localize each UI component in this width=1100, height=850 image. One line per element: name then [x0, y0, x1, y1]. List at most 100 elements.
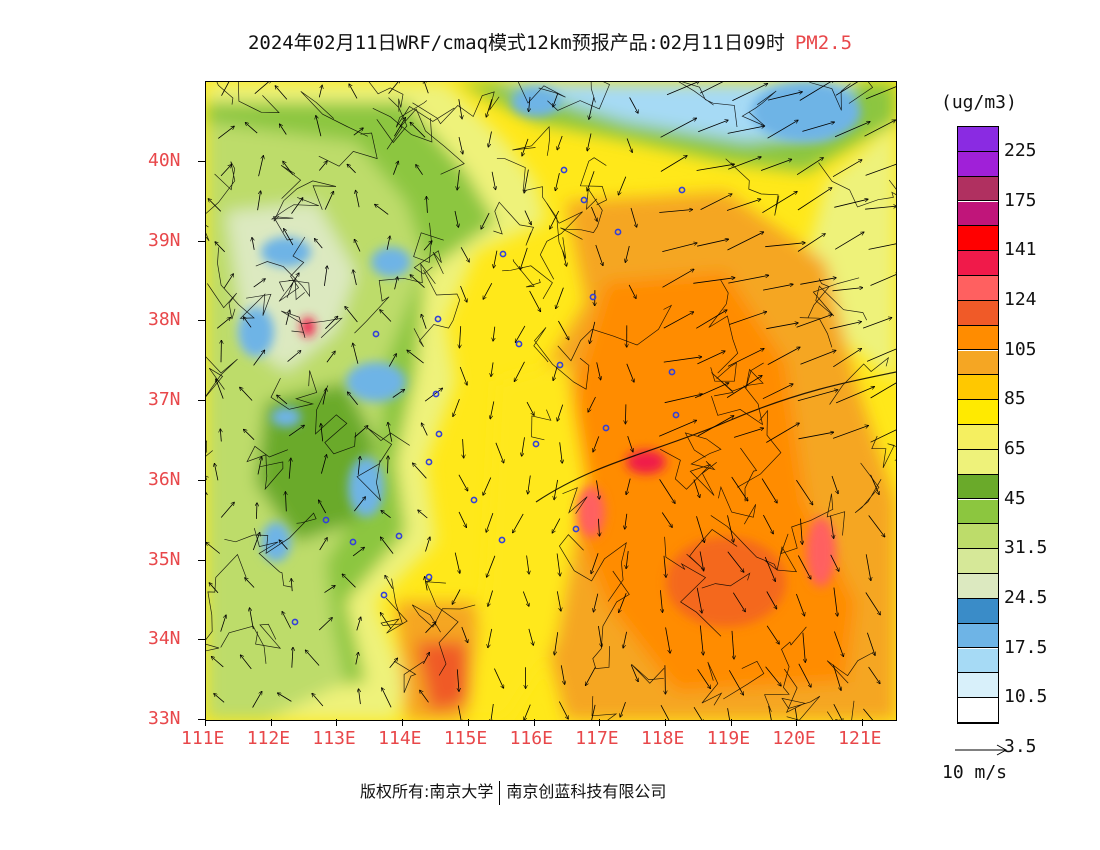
copyright-left: 版权所有:南京大学	[360, 782, 494, 801]
wind-arrow	[514, 361, 525, 382]
wind-arrow	[588, 396, 596, 412]
wind-arrow	[491, 171, 496, 190]
lat-tick-label: 37N	[148, 389, 181, 410]
colorbar-segment	[958, 176, 998, 202]
boundary-line	[591, 696, 618, 720]
wind-arrow	[454, 552, 460, 574]
wind-arrow	[326, 351, 335, 363]
boundary-line	[710, 515, 798, 573]
wind-arrow	[663, 555, 666, 578]
wind-arrow	[761, 478, 777, 503]
colorbar-segment	[958, 623, 998, 649]
wind-arrow	[240, 387, 253, 401]
wind-arrow	[254, 82, 271, 95]
wind-arrow	[491, 362, 494, 376]
wind-arrow	[832, 664, 841, 691]
colorbar-level-label: 24.5	[1004, 586, 1048, 608]
wind-arrow	[558, 701, 568, 720]
wind-arrow	[425, 577, 428, 591]
wind-arrow	[458, 137, 463, 154]
wind-arrow	[764, 556, 775, 582]
boundary-line	[253, 528, 292, 588]
wind-arrow	[660, 590, 662, 612]
boundary-line	[206, 440, 213, 457]
wind-arrow	[257, 457, 262, 475]
wind-arrow	[347, 164, 356, 174]
city-marker-icon	[349, 538, 357, 546]
wind-arrow	[727, 349, 764, 367]
lat-tick-label: 36N	[148, 468, 181, 490]
wind-arrow	[834, 199, 868, 208]
wind-arrow	[830, 554, 839, 572]
colorbar-segment	[958, 201, 998, 227]
boundary-line	[764, 626, 807, 712]
boundary-line	[829, 356, 890, 405]
wind-arrow	[659, 479, 676, 503]
wind-arrow	[223, 274, 234, 289]
boundary-line	[270, 370, 318, 410]
wind-arrow	[556, 287, 564, 309]
lon-tick-mark	[336, 719, 338, 726]
wind-arrow	[349, 84, 358, 99]
wind-arrow	[728, 157, 761, 170]
city-marker-icon	[580, 196, 588, 204]
wind-arrow	[664, 394, 703, 404]
wind-arrow	[253, 350, 265, 366]
wind-arrow	[870, 429, 896, 443]
wind-arrow	[554, 632, 559, 655]
colorbar-level-label: 65	[1004, 437, 1026, 459]
colorbar-segment	[958, 673, 998, 699]
boundary-line	[217, 247, 272, 319]
lat-tick-mark	[198, 240, 205, 242]
wind-arrow	[623, 631, 627, 648]
boundary-line	[517, 82, 566, 104]
wind-arrow	[767, 347, 800, 365]
colorbar-segment	[958, 375, 998, 401]
wind-arrow	[598, 518, 599, 536]
wind-arrow	[802, 632, 805, 663]
boundary-line	[380, 578, 408, 634]
wind-arrow	[243, 429, 255, 440]
wind-arrow	[733, 428, 764, 438]
colorbar-segment	[958, 648, 998, 674]
wind-arrow	[727, 515, 734, 542]
wind-arrow	[727, 126, 765, 134]
boundary-line	[871, 435, 896, 468]
lat-tick-mark	[198, 400, 205, 401]
boundary-line	[579, 157, 608, 206]
wind-arrow	[585, 667, 596, 685]
wind-arrow	[832, 160, 862, 178]
boundary-line	[300, 91, 368, 137]
boundary-line	[558, 534, 627, 602]
wind-arrow	[598, 625, 601, 647]
lon-tick-label: 113E	[312, 728, 356, 749]
colorbar-segment	[958, 276, 998, 301]
wind-arrow	[529, 290, 541, 312]
wind-arrow	[660, 118, 697, 138]
wind-arrow	[493, 326, 495, 341]
wind-arrow	[289, 273, 299, 288]
wind-arrow	[800, 278, 836, 285]
wind-arrow	[347, 392, 359, 406]
boundary-line	[354, 262, 436, 334]
wind-arrow	[591, 553, 599, 574]
wind-arrow	[867, 632, 875, 656]
wind-arrow	[728, 670, 743, 695]
boundary-line	[809, 82, 851, 111]
wind-arrow	[322, 388, 326, 405]
wind-arrow	[214, 693, 225, 703]
boundary-line	[684, 432, 722, 471]
boundary-line	[224, 512, 317, 554]
wind-arrow	[488, 628, 493, 648]
boundary-line	[708, 279, 739, 374]
wind-arrow	[596, 480, 600, 499]
boundary-line	[631, 664, 665, 684]
wind-arrow	[766, 423, 799, 443]
boundary-line	[826, 700, 855, 720]
lat-tick-mark	[198, 639, 205, 641]
boundary-line	[425, 579, 459, 676]
wind-arrow	[766, 625, 779, 644]
wind-arrow	[486, 98, 493, 117]
colorbar-segment	[958, 574, 998, 599]
wind-arrow	[797, 188, 832, 211]
